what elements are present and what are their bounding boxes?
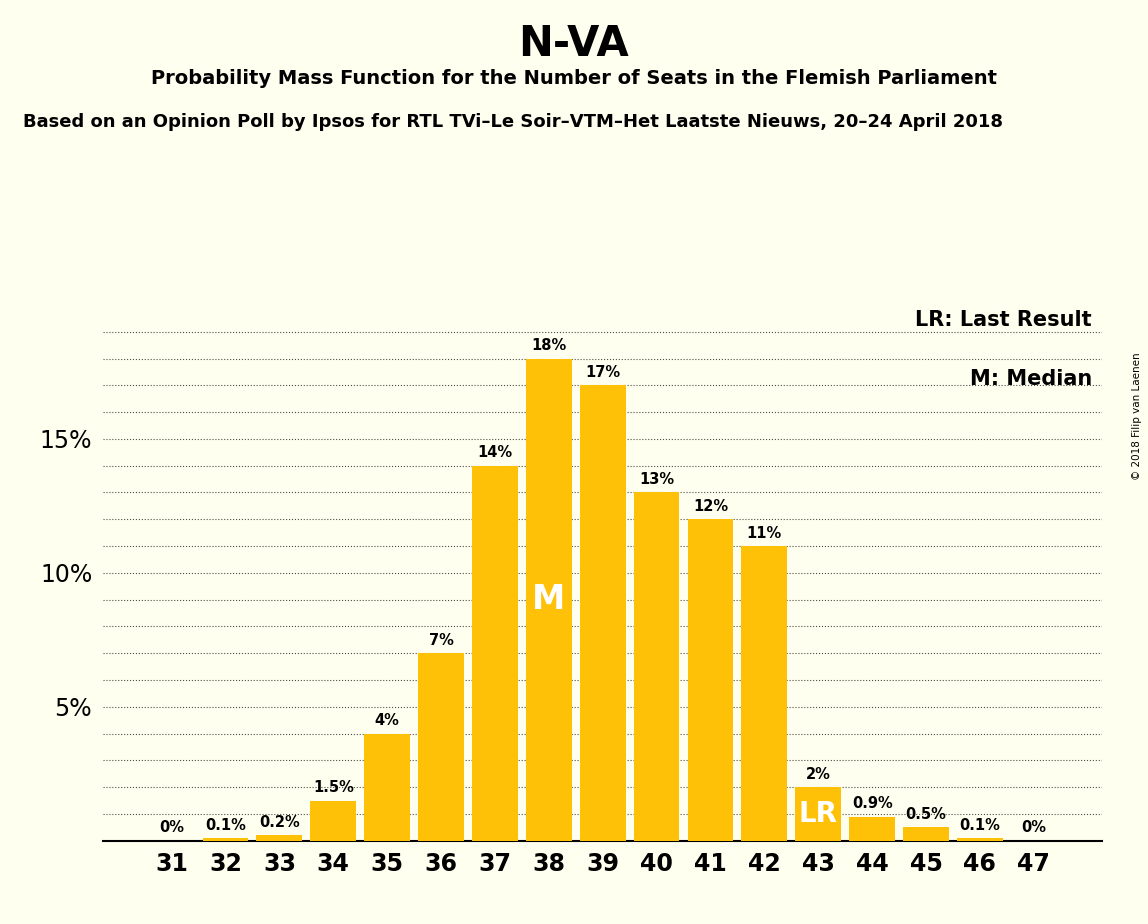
Bar [850,817,895,841]
Text: 13%: 13% [639,472,674,487]
Text: 1.5%: 1.5% [313,780,354,796]
Bar [310,800,356,841]
Text: 0%: 0% [1022,821,1046,835]
Bar [688,519,734,841]
Text: 7%: 7% [428,633,453,648]
Bar [742,546,788,841]
Text: M: Median: M: Median [970,370,1092,389]
Bar [796,787,841,841]
Bar [364,734,410,841]
Bar [526,359,572,841]
Bar [202,838,248,841]
Text: Based on an Opinion Poll by Ipsos for RTL TVi–Le Soir–VTM–Het Laatste Nieuws, 20: Based on an Opinion Poll by Ipsos for RT… [23,113,1003,130]
Text: 0.2%: 0.2% [259,815,300,830]
Text: © 2018 Filip van Laenen: © 2018 Filip van Laenen [1132,352,1142,480]
Bar [634,492,680,841]
Text: 0%: 0% [160,821,184,835]
Text: 12%: 12% [693,499,728,514]
Text: Probability Mass Function for the Number of Seats in the Flemish Parliament: Probability Mass Function for the Number… [152,69,996,89]
Text: LR: Last Result: LR: Last Result [915,310,1092,330]
Text: 0.5%: 0.5% [906,807,946,822]
Text: 0.9%: 0.9% [852,796,892,811]
Text: N-VA: N-VA [519,23,629,65]
Text: 0.1%: 0.1% [960,818,1000,833]
Bar [418,653,464,841]
Text: 11%: 11% [746,526,782,541]
Text: 17%: 17% [585,365,620,380]
Text: 14%: 14% [478,445,512,460]
Text: 0.1%: 0.1% [205,818,246,833]
Text: LR: LR [799,800,838,828]
Bar [472,466,518,841]
Text: 18%: 18% [532,338,566,353]
Bar [957,838,1003,841]
Text: 2%: 2% [806,767,831,782]
Text: 4%: 4% [374,713,400,728]
Bar [256,835,302,841]
Bar [903,828,949,841]
Bar [580,385,626,841]
Text: M: M [533,583,566,616]
